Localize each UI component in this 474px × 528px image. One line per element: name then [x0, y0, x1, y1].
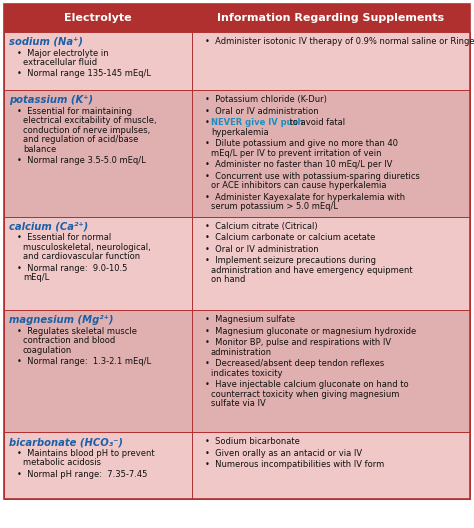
Text: counterract toxicity when giving magnesium: counterract toxicity when giving magnesi… — [211, 390, 399, 399]
Text: contraction and blood: contraction and blood — [23, 336, 115, 345]
Text: electrical excitability of muscle,: electrical excitability of muscle, — [23, 116, 156, 125]
Text: calcium (Ca²⁺): calcium (Ca²⁺) — [9, 222, 88, 232]
Text: mEq/L per IV to prevent irritation of vein: mEq/L per IV to prevent irritation of ve… — [211, 148, 382, 157]
FancyBboxPatch shape — [4, 4, 470, 32]
Text: •  Oral or IV administration: • Oral or IV administration — [205, 107, 319, 116]
Text: potassium (K⁺): potassium (K⁺) — [9, 95, 93, 105]
Text: •  Numerous incompatibilities with IV form: • Numerous incompatibilities with IV for… — [205, 460, 384, 469]
FancyBboxPatch shape — [4, 432, 470, 499]
Text: •  Administer isotonic IV therapy of 0.9% normal saline or Ringer’s lactate: • Administer isotonic IV therapy of 0.9%… — [205, 37, 474, 46]
Text: •  Concurrent use with potassium-sparing diuretics: • Concurrent use with potassium-sparing … — [205, 172, 420, 181]
Text: serum potassium > 5.0 mEq/L: serum potassium > 5.0 mEq/L — [211, 202, 338, 211]
Text: •  Oral or IV administration: • Oral or IV administration — [205, 245, 319, 254]
Text: extracellular fluid: extracellular fluid — [23, 58, 97, 67]
Text: sulfate via IV: sulfate via IV — [211, 400, 266, 409]
Text: •  Calcium carbonate or calcium acetate: • Calcium carbonate or calcium acetate — [205, 233, 375, 242]
Text: •  Monitor BP, pulse and respirations with IV: • Monitor BP, pulse and respirations wit… — [205, 338, 391, 347]
Text: •  Normal range 3.5-5.0 mEq/L: • Normal range 3.5-5.0 mEq/L — [17, 156, 146, 165]
Text: •  Magnesium sulfate: • Magnesium sulfate — [205, 315, 295, 325]
Text: indicates toxicity: indicates toxicity — [211, 369, 283, 378]
Text: •  Decreased/absent deep tendon reflexes: • Decreased/absent deep tendon reflexes — [205, 360, 384, 369]
Text: Electrolyte: Electrolyte — [64, 13, 132, 23]
Text: conduction of nerve impulses,: conduction of nerve impulses, — [23, 126, 150, 135]
Text: bicarbonate (HCO₃⁻): bicarbonate (HCO₃⁻) — [9, 438, 123, 448]
Text: magnesium (Mg²⁺): magnesium (Mg²⁺) — [9, 315, 113, 325]
Text: •  Normal range 135-145 mEq/L: • Normal range 135-145 mEq/L — [17, 70, 151, 79]
Text: metabolic acidosis: metabolic acidosis — [23, 458, 101, 467]
Text: to avoid fatal: to avoid fatal — [287, 118, 345, 127]
Text: •  Magnesium gluconate or magnesium hydroxide: • Magnesium gluconate or magnesium hydro… — [205, 327, 416, 336]
Text: •  Essential for normal: • Essential for normal — [17, 233, 111, 242]
Text: •  Regulates skeletal muscle: • Regulates skeletal muscle — [17, 327, 137, 336]
Text: •  Administer no faster than 10 mEq/L per IV: • Administer no faster than 10 mEq/L per… — [205, 160, 392, 169]
Text: hyperkalemia: hyperkalemia — [211, 128, 269, 137]
Text: •  Normal pH range:  7.35-7.45: • Normal pH range: 7.35-7.45 — [17, 470, 147, 479]
Text: mEq/L: mEq/L — [23, 274, 49, 282]
Text: coagulation: coagulation — [23, 346, 72, 355]
Text: musculoskeletal, neurological,: musculoskeletal, neurological, — [23, 243, 151, 252]
Text: on hand: on hand — [211, 276, 246, 285]
Text: NEVER give IV push: NEVER give IV push — [211, 118, 303, 127]
Text: and cardiovascular function: and cardiovascular function — [23, 252, 140, 261]
Text: or ACE inhibitors can cause hyperkalemia: or ACE inhibitors can cause hyperkalemia — [211, 181, 386, 190]
Text: •  Given orally as an antacid or via IV: • Given orally as an antacid or via IV — [205, 449, 362, 458]
FancyBboxPatch shape — [4, 217, 470, 310]
Text: •  Potassium chloride (K-Dur): • Potassium chloride (K-Dur) — [205, 95, 327, 104]
Text: •  Sodium bicarbonate: • Sodium bicarbonate — [205, 438, 300, 447]
Text: •  Normal range:  1.3-2.1 mEq/L: • Normal range: 1.3-2.1 mEq/L — [17, 357, 151, 366]
Text: balance: balance — [23, 145, 56, 154]
Text: sodium (Na⁺): sodium (Na⁺) — [9, 37, 83, 47]
Text: •  Implement seizure precautions during: • Implement seizure precautions during — [205, 257, 376, 266]
Text: •  Have injectable calcium gluconate on hand to: • Have injectable calcium gluconate on h… — [205, 381, 409, 390]
Text: •  Normal range:  9.0-10.5: • Normal range: 9.0-10.5 — [17, 264, 128, 273]
Text: administration: administration — [211, 348, 272, 357]
FancyBboxPatch shape — [4, 32, 470, 90]
Text: administration and have emergency equipment: administration and have emergency equipm… — [211, 266, 412, 275]
Text: •  Dilute potassium and give no more than 40: • Dilute potassium and give no more than… — [205, 139, 398, 148]
Text: and regulation of acid/base: and regulation of acid/base — [23, 135, 138, 144]
Text: •  Administer Kayexalate for hyperkalemia with: • Administer Kayexalate for hyperkalemia… — [205, 193, 405, 202]
Text: •  Essential for maintaining: • Essential for maintaining — [17, 107, 132, 116]
FancyBboxPatch shape — [4, 310, 470, 432]
Text: •  Calcium citrate (Citrical): • Calcium citrate (Citrical) — [205, 222, 318, 231]
FancyBboxPatch shape — [4, 90, 470, 217]
Text: •  Maintains blood pH to prevent: • Maintains blood pH to prevent — [17, 449, 155, 458]
Text: Information Regarding Supplements: Information Regarding Supplements — [218, 13, 445, 23]
Text: •: • — [205, 118, 210, 127]
Text: •  Major electrolyte in: • Major electrolyte in — [17, 49, 109, 58]
